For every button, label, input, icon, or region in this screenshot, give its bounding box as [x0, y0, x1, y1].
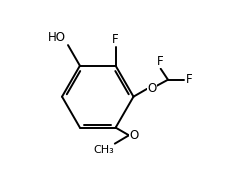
Text: HO: HO — [48, 31, 66, 44]
Text: CH₃: CH₃ — [93, 145, 114, 155]
Text: O: O — [147, 82, 157, 95]
Text: F: F — [157, 55, 164, 68]
Text: F: F — [112, 33, 119, 46]
Text: O: O — [130, 129, 139, 142]
Text: F: F — [185, 73, 192, 86]
